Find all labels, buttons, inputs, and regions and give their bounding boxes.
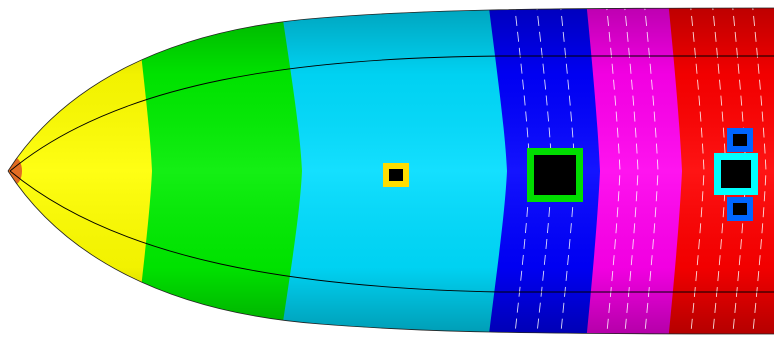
marker-large-square — [534, 155, 576, 195]
dashed-lines — [513, 8, 767, 334]
marker-bottom-tiny-square — [733, 203, 747, 215]
marker-center-square — [721, 160, 751, 188]
body-outline — [7, 7, 774, 335]
longitudinal-lines — [9, 55, 774, 293]
marker-small-square — [389, 169, 403, 181]
marker-top-tiny-square — [733, 134, 747, 146]
